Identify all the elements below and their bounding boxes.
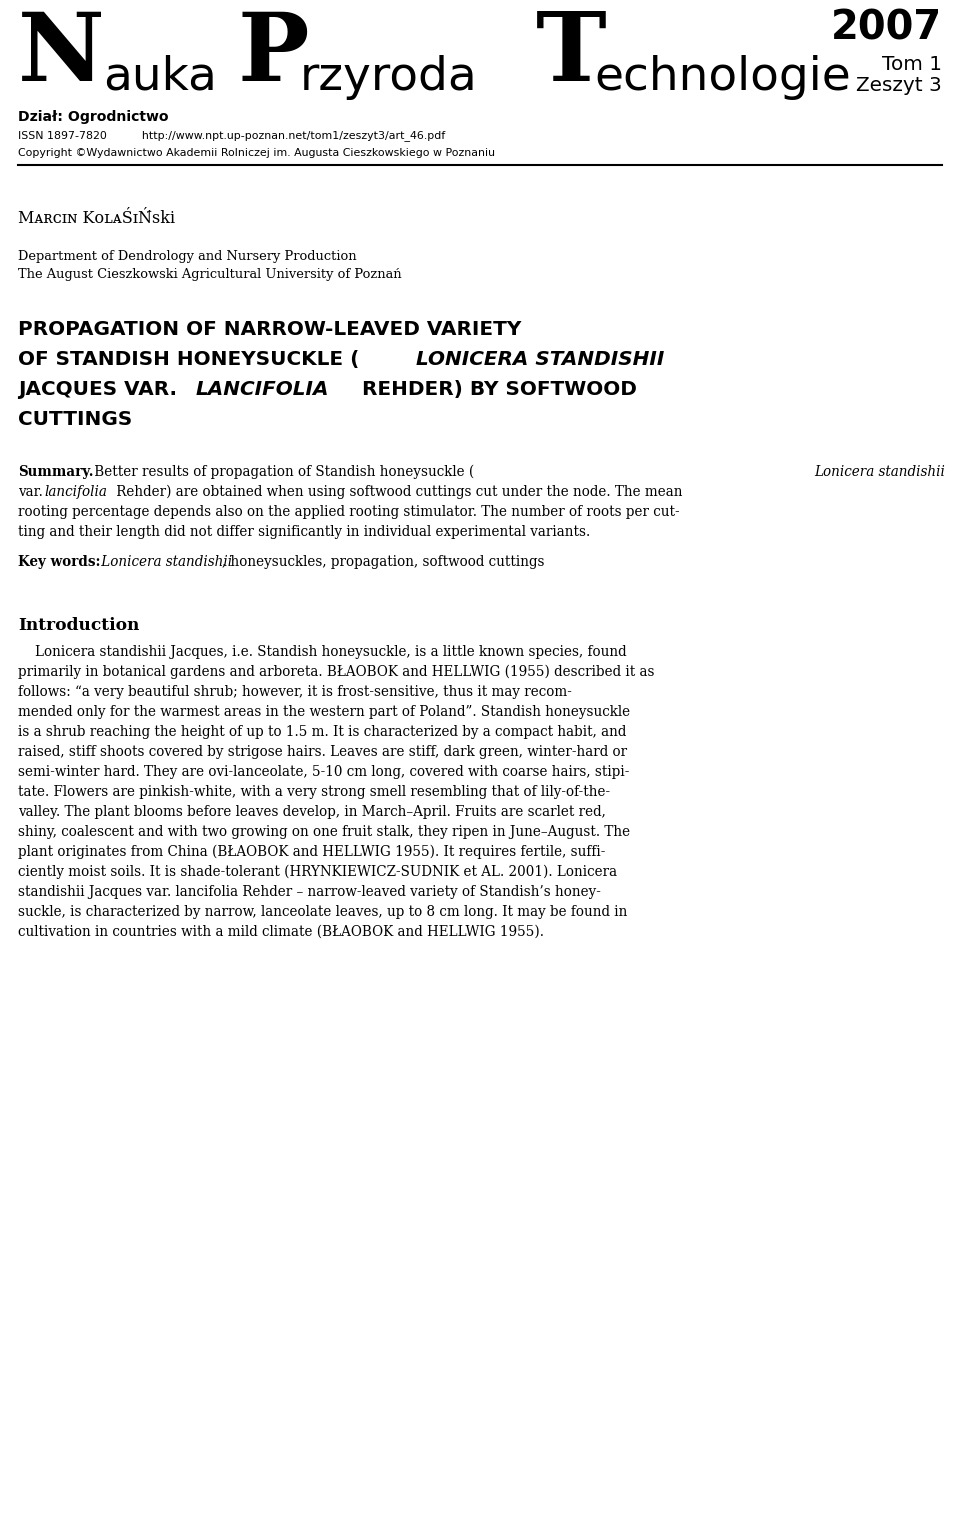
Text: LANCIFOLIA: LANCIFOLIA: [196, 379, 329, 399]
Text: tate. Flowers are pinkish-white, with a very strong smell resembling that of lil: tate. Flowers are pinkish-white, with a …: [18, 784, 611, 799]
Text: Dział: Ogrodnictwo: Dział: Ogrodnictwo: [18, 111, 169, 124]
Text: T: T: [536, 8, 607, 102]
Text: is a shrub reaching the height of up to 1.5 m. It is characterized by a compact : is a shrub reaching the height of up to …: [18, 725, 626, 739]
Text: suckle, is characterized by narrow, lanceolate leaves, up to 8 cm long. It may b: suckle, is characterized by narrow, lanc…: [18, 906, 628, 919]
Text: rzyroda: rzyroda: [300, 55, 478, 100]
Text: Introduction: Introduction: [18, 617, 139, 634]
Text: Summary.: Summary.: [18, 466, 93, 479]
Text: follows: “a very beautiful shrub; however, it is frost-sensitive, thus it may re: follows: “a very beautiful shrub; howeve…: [18, 686, 572, 699]
Text: Lonicera standishii Jacques, i.e. Standish honeysuckle, is a little known specie: Lonicera standishii Jacques, i.e. Standi…: [18, 645, 627, 658]
Text: N: N: [18, 8, 105, 102]
Text: Copyright ©Wydawnictwo Akademii Rolniczej im. Augusta Cieszkowskiego w Poznaniu: Copyright ©Wydawnictwo Akademii Rolnicze…: [18, 149, 495, 158]
Text: shiny, coalescent and with two growing on one fruit stalk, they ripen in June–Au: shiny, coalescent and with two growing o…: [18, 825, 630, 839]
Text: auka: auka: [103, 55, 217, 100]
Text: Rehder) are obtained when using softwood cuttings cut under the node. The mean: Rehder) are obtained when using softwood…: [112, 485, 683, 499]
Text: Zeszyt 3: Zeszyt 3: [856, 76, 942, 96]
Text: var.: var.: [18, 485, 47, 499]
Text: Key words:: Key words:: [18, 555, 101, 569]
Text: valley. The plant blooms before leaves develop, in March–April. Fruits are scarl: valley. The plant blooms before leaves d…: [18, 806, 606, 819]
Text: standishii Jacques var. lancifolia Rehder – narrow-leaved variety of Standish’s : standishii Jacques var. lancifolia Rehde…: [18, 884, 601, 900]
Text: PROPAGATION OF NARROW-LEAVED VARIETY: PROPAGATION OF NARROW-LEAVED VARIETY: [18, 320, 521, 338]
Text: JACQUES VAR.: JACQUES VAR.: [18, 379, 184, 399]
Text: rooting percentage depends also on the applied rooting stimulator. The number of: rooting percentage depends also on the a…: [18, 505, 680, 519]
Text: 2007: 2007: [830, 8, 942, 49]
Text: LONICERA STANDISHII: LONICERA STANDISHII: [416, 350, 664, 369]
Text: ISSN 1897-7820          http://www.npt.up-poznan.net/tom1/zeszyt3/art_46.pdf: ISSN 1897-7820 http://www.npt.up-poznan.…: [18, 130, 445, 141]
Text: plant originates from China (BŁAOBOK and HELLWIG 1955). It requires fertile, suf: plant originates from China (BŁAOBOK and…: [18, 845, 606, 860]
Text: Mᴀʀᴄɪɴ KᴏʟᴀŚɪŃ́ski: Mᴀʀᴄɪɴ KᴏʟᴀŚɪŃ́ski: [18, 209, 175, 228]
Text: Tom 1: Tom 1: [882, 55, 942, 74]
Text: echnologie: echnologie: [594, 55, 851, 100]
Text: raised, stiff shoots covered by strigose hairs. Leaves are stiff, dark green, wi: raised, stiff shoots covered by strigose…: [18, 745, 627, 758]
Text: mended only for the warmest areas in the western part of Poland”. Standish honey: mended only for the warmest areas in the…: [18, 705, 630, 719]
Text: Lonicera standishii: Lonicera standishii: [814, 466, 945, 479]
Text: cultivation in countries with a mild climate (BŁAOBOK and HELLWIG 1955).: cultivation in countries with a mild cli…: [18, 925, 544, 939]
Text: P: P: [238, 8, 309, 102]
Text: OF STANDISH HONEYSUCKLE (: OF STANDISH HONEYSUCKLE (: [18, 350, 359, 369]
Text: REHDER) BY SOFTWOOD: REHDER) BY SOFTWOOD: [355, 379, 636, 399]
Text: Department of Dendrology and Nursery Production: Department of Dendrology and Nursery Pro…: [18, 250, 356, 262]
Text: ciently moist soils. It is shade-tolerant (HRYNKIEWICZ-SUDNIK et AL. 2001). Loni: ciently moist soils. It is shade-toleran…: [18, 865, 617, 880]
Text: ting and their length did not differ significantly in individual experimental va: ting and their length did not differ sig…: [18, 525, 590, 539]
Text: , honeysuckles, propagation, softwood cuttings: , honeysuckles, propagation, softwood cu…: [222, 555, 544, 569]
Text: CUTTINGS: CUTTINGS: [18, 410, 132, 429]
Text: semi-winter hard. They are ovi-lanceolate, 5-10 cm long, covered with coarse hai: semi-winter hard. They are ovi-lanceolat…: [18, 765, 630, 780]
Text: lancifolia: lancifolia: [44, 485, 107, 499]
Text: Better results of propagation of Standish honeysuckle (: Better results of propagation of Standis…: [90, 466, 474, 479]
Text: primarily in botanical gardens and arboreta. BŁAOBOK and HELLWIG (1955) describe: primarily in botanical gardens and arbor…: [18, 664, 655, 680]
Text: The August Cieszkowski Agricultural University of Poznań: The August Cieszkowski Agricultural Univ…: [18, 269, 401, 281]
Text: Lonicera standishii: Lonicera standishii: [97, 555, 232, 569]
